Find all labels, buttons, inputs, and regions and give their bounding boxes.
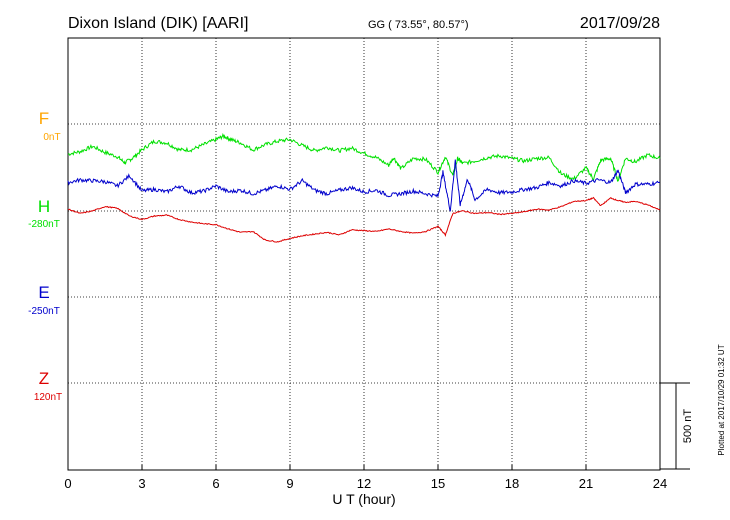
x-tick-label: 0 <box>64 476 71 491</box>
plot-date: 2017/09/28 <box>580 15 660 32</box>
x-tick-label: 18 <box>505 476 519 491</box>
series-label-f: F <box>39 109 49 128</box>
x-tick-label: 3 <box>138 476 145 491</box>
x-tick-label: 9 <box>286 476 293 491</box>
x-tick-label: 12 <box>357 476 371 491</box>
scale-bar-label: 500 nT <box>682 409 694 444</box>
series-label-h: H <box>38 197 50 216</box>
x-tick-label: 15 <box>431 476 445 491</box>
x-axis-label: U T (hour) <box>332 491 395 507</box>
baseline-label-z: 120nT <box>34 392 62 403</box>
series-line-h <box>67 132 661 182</box>
series-label-e: E <box>38 283 49 302</box>
grid-lines <box>68 37 660 470</box>
series-line-e <box>67 159 661 212</box>
series-layer <box>67 132 661 243</box>
x-tick-label: 6 <box>212 476 219 491</box>
series-label-z: Z <box>39 369 49 388</box>
x-tick-labels: 0 3 6 9 12 15 18 21 24 <box>64 465 667 491</box>
plotted-timestamp: Plotted at 2017/10/29 01:32 UT <box>717 344 726 455</box>
station-title: Dixon Island (DIK) [AARI] <box>68 15 249 32</box>
x-tick-label: 21 <box>579 476 593 491</box>
station-coordinates: GG ( 73.55°, 80.57°) <box>368 19 469 31</box>
series-line-z <box>68 196 661 243</box>
baseline-label-h: -280nT <box>28 219 60 230</box>
baseline-label-f: 0nT <box>43 132 60 143</box>
x-tick-label: 24 <box>653 476 667 491</box>
scale-bar: 500 nT <box>660 382 694 470</box>
baseline-label-e: -250nT <box>28 306 60 317</box>
